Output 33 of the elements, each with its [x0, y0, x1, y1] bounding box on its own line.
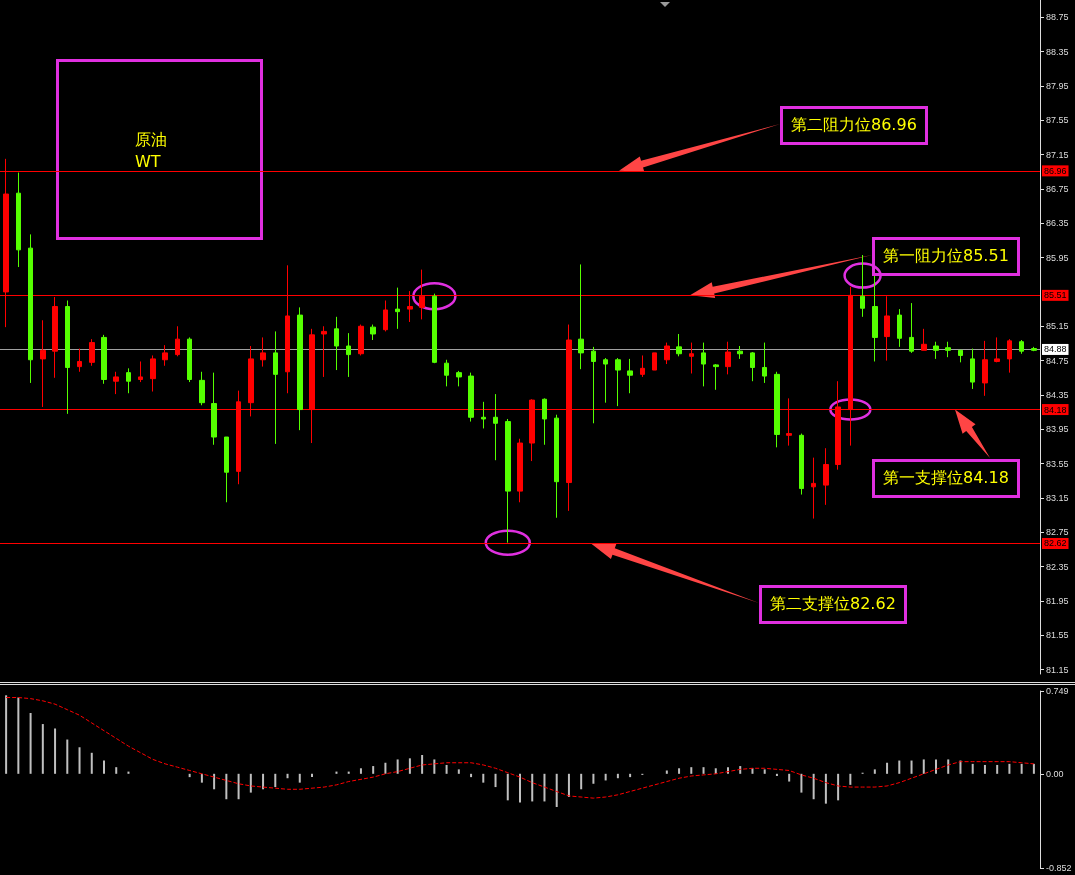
y-tick-label: 87.95 — [1046, 80, 1069, 91]
y-tick-label: 84.35 — [1046, 389, 1069, 400]
annotation: 第二支撑位82.62 — [759, 585, 907, 624]
y-tick-label: 82.35 — [1046, 561, 1069, 572]
annotation: 第一阻力位85.51 — [872, 237, 1020, 276]
y-tick-label: 87.15 — [1046, 149, 1069, 160]
ref-line-label: 86.96 — [1044, 165, 1067, 176]
y-tick-label: 86.35 — [1046, 218, 1069, 229]
y-tick-label: 83.55 — [1046, 458, 1069, 469]
annotation: 第二阻力位86.96 — [780, 106, 928, 145]
y-tick-label: 83.95 — [1046, 424, 1069, 435]
y-tick-label: 86.75 — [1046, 183, 1069, 194]
y-tick-label: 81.95 — [1046, 596, 1069, 607]
ref-line-label: 85.51 — [1044, 290, 1067, 301]
y-tick-label: 84.75 — [1046, 355, 1069, 366]
annotation: 原油 — [135, 130, 167, 151]
y-tick-label: 81.55 — [1046, 630, 1069, 641]
y-tick-label: 81.15 — [1046, 664, 1069, 675]
annotation: 第一支撑位84.18 — [872, 459, 1020, 498]
y-tick-label: 85.15 — [1046, 321, 1069, 332]
ref-line-label: 82.62 — [1044, 538, 1067, 549]
y-tick-label: 85.95 — [1046, 252, 1069, 263]
y-tick-label: 88.35 — [1046, 46, 1069, 57]
ref-line-label: 84.18 — [1044, 404, 1067, 415]
y-tick-label: 82.75 — [1046, 527, 1069, 538]
annotation: WT — [135, 152, 161, 171]
y-tick-label: 87.55 — [1046, 115, 1069, 126]
y-tick-label: 0.749 — [1046, 686, 1069, 696]
y-tick-label: 88.75 — [1046, 12, 1069, 23]
y-tick-label: 83.15 — [1046, 492, 1069, 503]
y-tick-label: 0.00 — [1046, 768, 1064, 779]
ref-line-label: 84.88 — [1044, 344, 1067, 355]
y-tick-label: -0.852 — [1046, 863, 1072, 873]
